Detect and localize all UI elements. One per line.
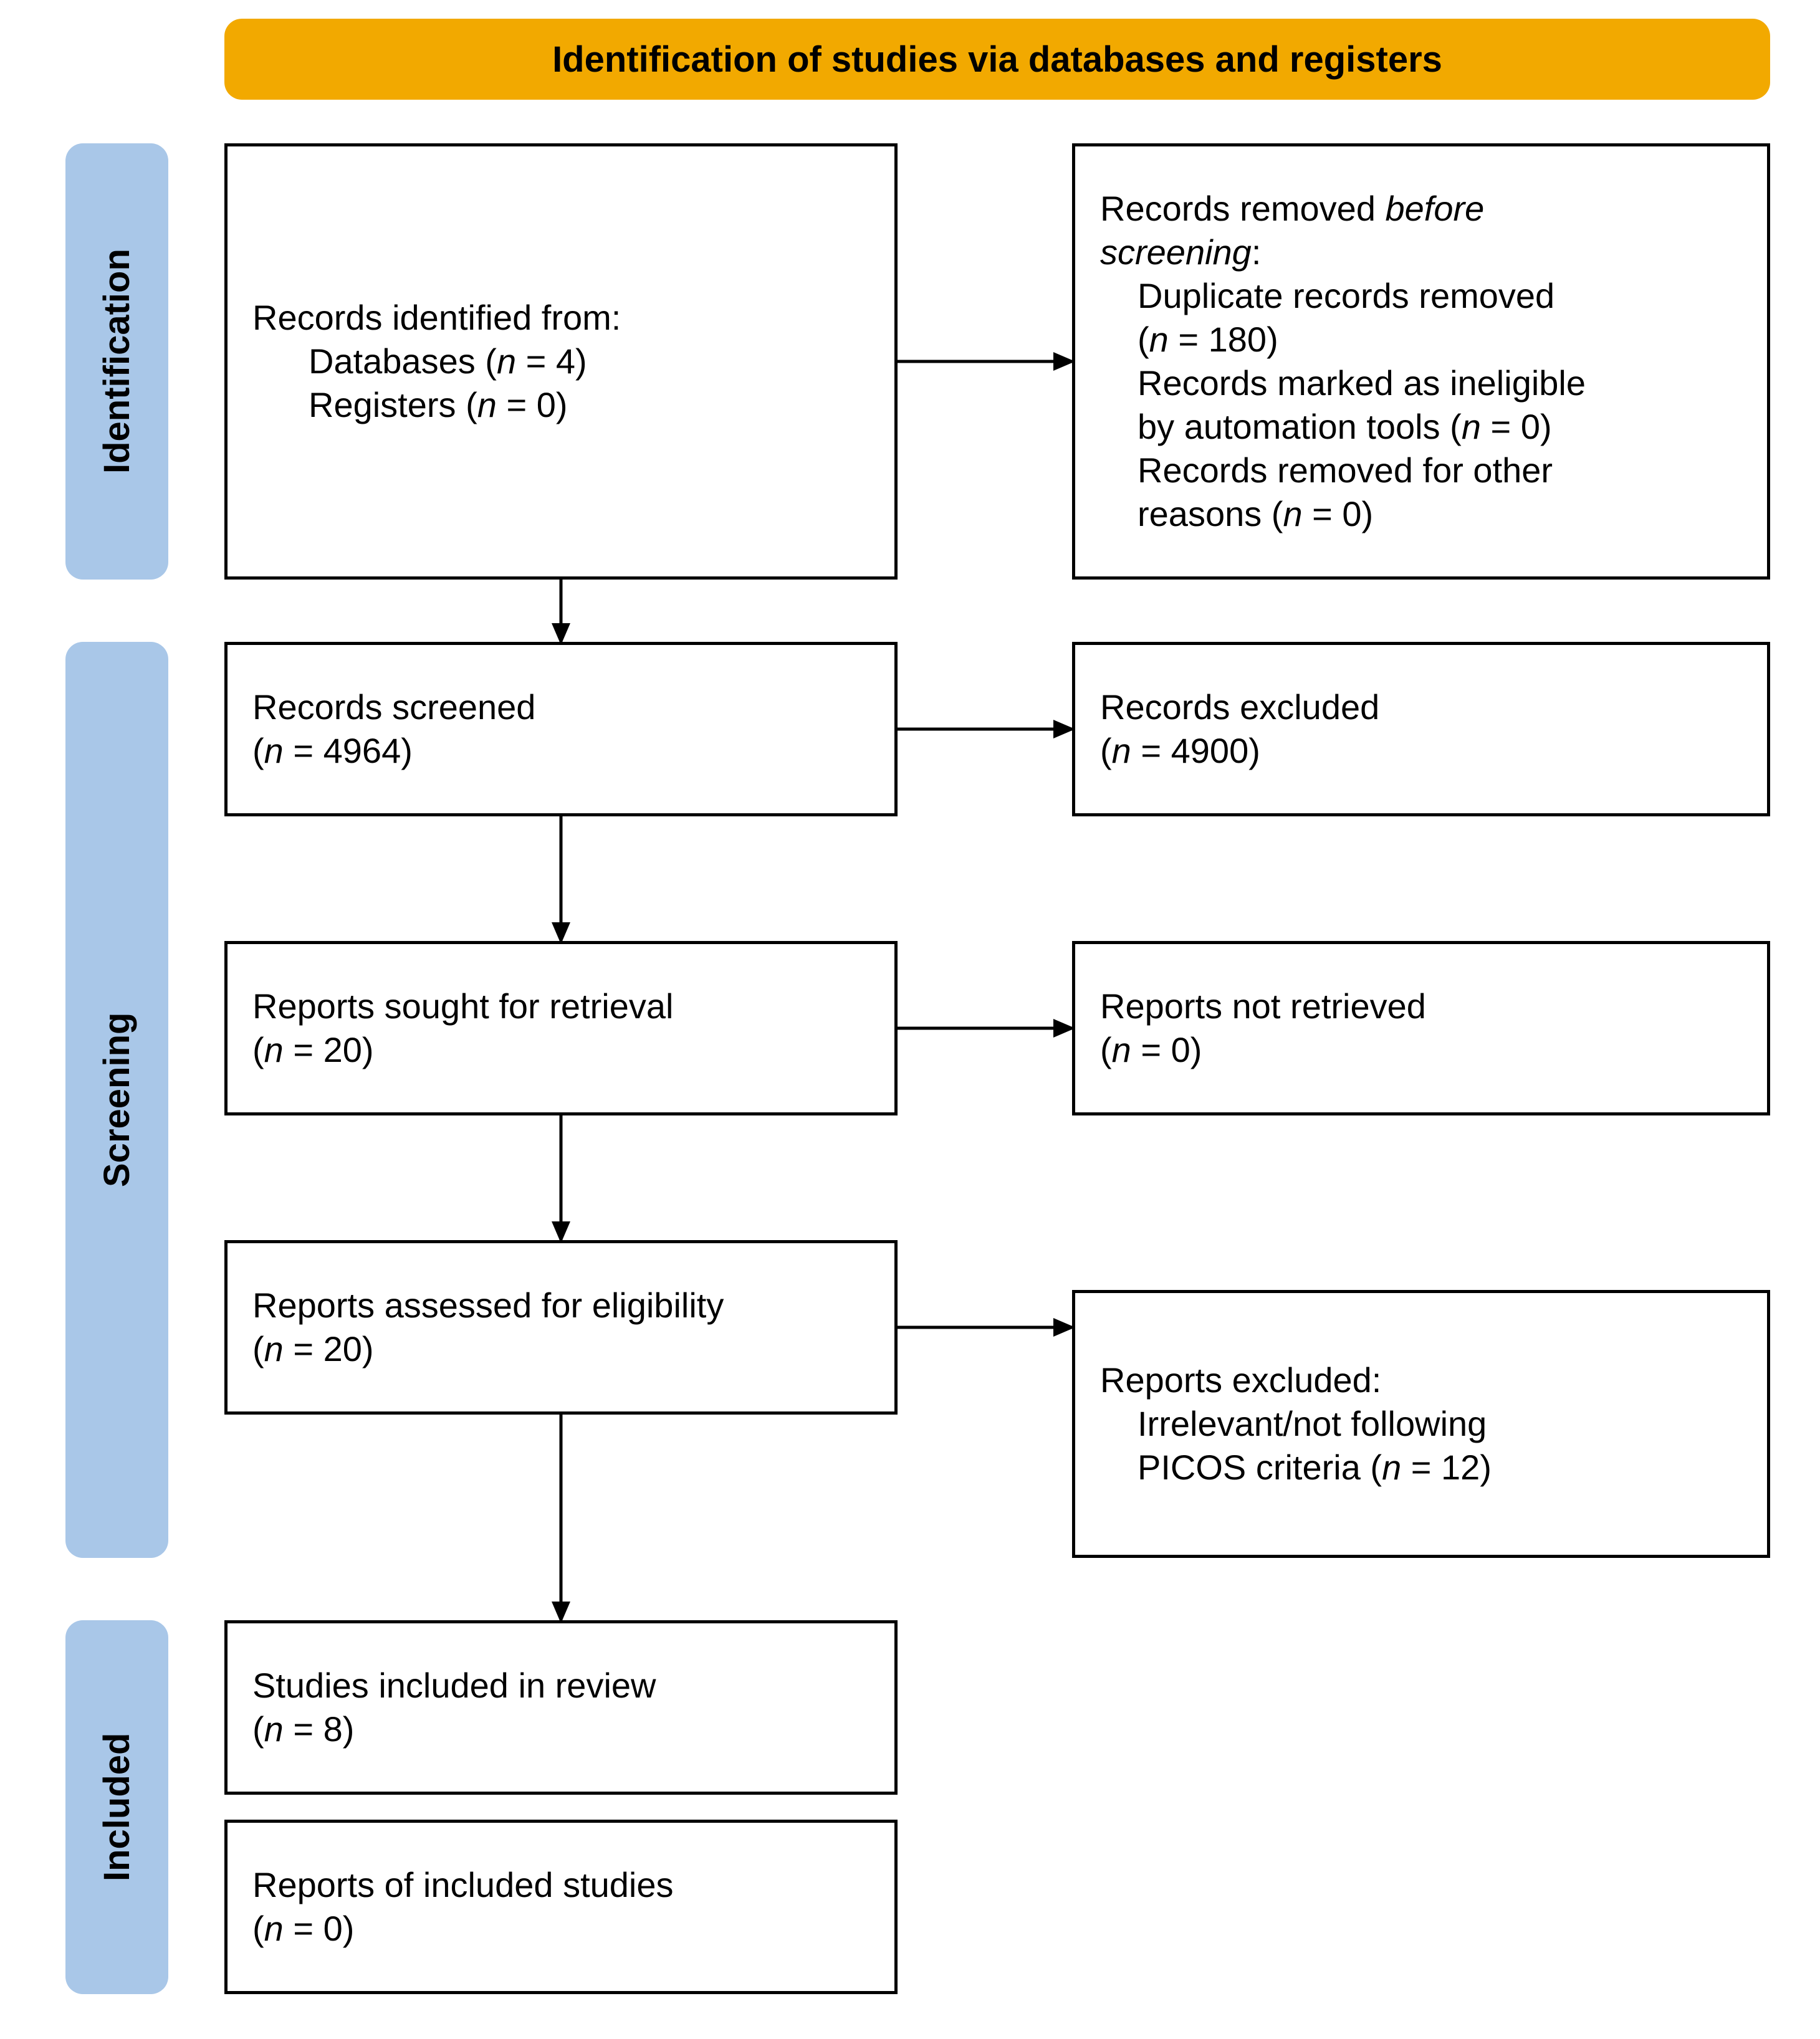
box-line: Records identified from:: [252, 296, 869, 340]
box-line: (n = 0): [252, 1907, 869, 1951]
box-line: Registers (n = 0): [252, 383, 869, 427]
box-notretrieved: Reports not retrieved(n = 0): [1072, 941, 1770, 1115]
box-line: (n = 180): [1100, 318, 1742, 361]
box-excluded1: Records excluded(n = 4900): [1072, 642, 1770, 816]
box-included_reports: Reports of included studies(n = 0): [224, 1820, 898, 1994]
box-line: (n = 0): [1100, 1028, 1742, 1072]
side-label-screening-text: Screening: [96, 1013, 138, 1187]
box-line: (n = 20): [252, 1028, 869, 1072]
box-line: Reports not retrieved: [1100, 985, 1742, 1028]
box-included_review: Studies included in review(n = 8): [224, 1620, 898, 1795]
header-bar: Identification of studies via databases …: [224, 19, 1770, 100]
side-label-identification-text: Identification: [96, 249, 138, 474]
box-identified: Records identified from:Databases (n = 4…: [224, 143, 898, 580]
box-sought: Reports sought for retrieval(n = 20): [224, 941, 898, 1115]
box-line: Reports of included studies: [252, 1863, 869, 1907]
side-label-included-text: Included: [96, 1733, 138, 1881]
side-label-included: Included: [65, 1620, 168, 1994]
box-line: (n = 4964): [252, 729, 869, 773]
box-line: Records marked as ineligible: [1100, 361, 1742, 405]
box-line: Records removed for other: [1100, 449, 1742, 492]
box-assessed: Reports assessed for eligibility(n = 20): [224, 1240, 898, 1415]
box-line: (n = 20): [252, 1327, 869, 1371]
side-label-screening: Screening: [65, 642, 168, 1558]
box-line: PICOS criteria (n = 12): [1100, 1446, 1742, 1489]
box-line: (n = 8): [252, 1707, 869, 1751]
box-line: Records screened: [252, 685, 869, 729]
box-line: Irrelevant/not following: [1100, 1402, 1742, 1446]
box-removed: Records removed beforescreening:Duplicat…: [1072, 143, 1770, 580]
box-excluded2: Reports excluded:Irrelevant/not followin…: [1072, 1290, 1770, 1558]
box-line: Studies included in review: [252, 1664, 869, 1707]
box-line: by automation tools (n = 0): [1100, 405, 1742, 449]
box-line: (n = 4900): [1100, 729, 1742, 773]
box-line: screening:: [1100, 231, 1742, 274]
prisma-flowchart: Identification of studies via databases …: [0, 0, 1820, 2039]
box-line: Reports sought for retrieval: [252, 985, 869, 1028]
box-line: Records excluded: [1100, 685, 1742, 729]
header-text: Identification of studies via databases …: [552, 39, 1442, 80]
box-line: Databases (n = 4): [252, 340, 869, 383]
side-label-identification: Identification: [65, 143, 168, 580]
box-line: Records removed before: [1100, 187, 1742, 231]
box-line: Reports excluded:: [1100, 1359, 1742, 1402]
box-line: Duplicate records removed: [1100, 274, 1742, 318]
box-line: reasons (n = 0): [1100, 492, 1742, 536]
box-line: Reports assessed for eligibility: [252, 1284, 869, 1327]
box-screened: Records screened(n = 4964): [224, 642, 898, 816]
